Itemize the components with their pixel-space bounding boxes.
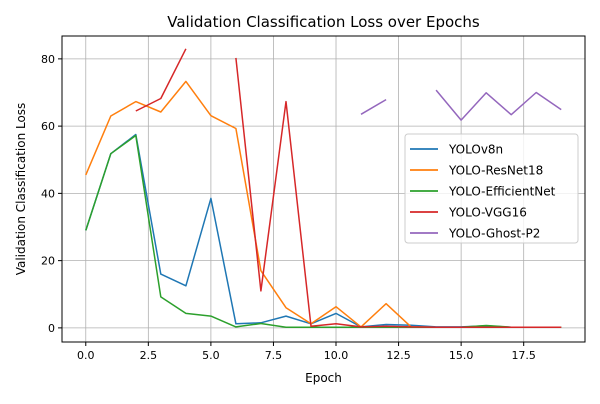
plot-frame — [61, 35, 586, 343]
x-tick-label: 5.0 — [202, 349, 220, 362]
x-tick-label: 12.5 — [386, 349, 411, 362]
series-line-yolo-ghost-p2 — [360, 89, 562, 121]
series-line-yolo-vgg16 — [135, 48, 562, 328]
x-tick-label: 17.5 — [511, 349, 536, 362]
chart-title: Validation Classification Loss over Epoc… — [167, 13, 480, 31]
y-axis-label: Validation Classification Loss — [14, 103, 28, 276]
legend-label: YOLO-ResNet18 — [448, 164, 543, 178]
x-tick-label: 0.0 — [77, 349, 95, 362]
x-tick-label: 7.5 — [265, 349, 283, 362]
legend-box — [404, 133, 579, 244]
x-tick-label: 10.0 — [324, 349, 349, 362]
x-tick-label: 2.5 — [140, 349, 158, 362]
y-tick-label: 80 — [41, 53, 55, 66]
axis-ticks: 0.0 2.5 5.0 7.5 10.0 12.5 15.0 17.5 0 20 40 60 80 — [41, 53, 536, 362]
legend-label: YOLOv8n — [448, 143, 503, 157]
x-tick-label: 15.0 — [449, 349, 474, 362]
y-tick-label: 60 — [41, 120, 55, 133]
legend-label: YOLO-EfficientNet — [448, 185, 556, 199]
y-tick-label: 0 — [48, 322, 55, 335]
y-tick-label: 40 — [41, 187, 55, 200]
legend-label: YOLO-Ghost-P2 — [448, 227, 540, 241]
series-lines — [85, 48, 562, 328]
y-tick-label: 20 — [41, 255, 55, 268]
legend: YOLOv8n YOLO-ResNet18 YOLO-EfficientNet YOL… — [404, 133, 579, 244]
x-axis-label: Epoch — [305, 371, 342, 385]
legend-label: YOLO-VGG16 — [448, 206, 527, 220]
series-line-yolo-efficientnet — [85, 134, 562, 328]
